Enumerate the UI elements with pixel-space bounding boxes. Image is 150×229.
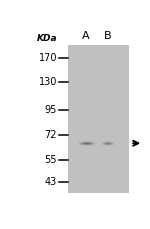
Text: B: B: [104, 31, 111, 41]
Text: 55: 55: [45, 155, 57, 165]
Text: 170: 170: [39, 52, 57, 63]
Text: KDa: KDa: [36, 34, 57, 43]
Text: 130: 130: [39, 77, 57, 87]
Bar: [68, 45, 129, 193]
Text: A: A: [82, 31, 90, 41]
Text: 72: 72: [45, 130, 57, 140]
Text: 43: 43: [45, 177, 57, 187]
Text: 95: 95: [45, 105, 57, 115]
